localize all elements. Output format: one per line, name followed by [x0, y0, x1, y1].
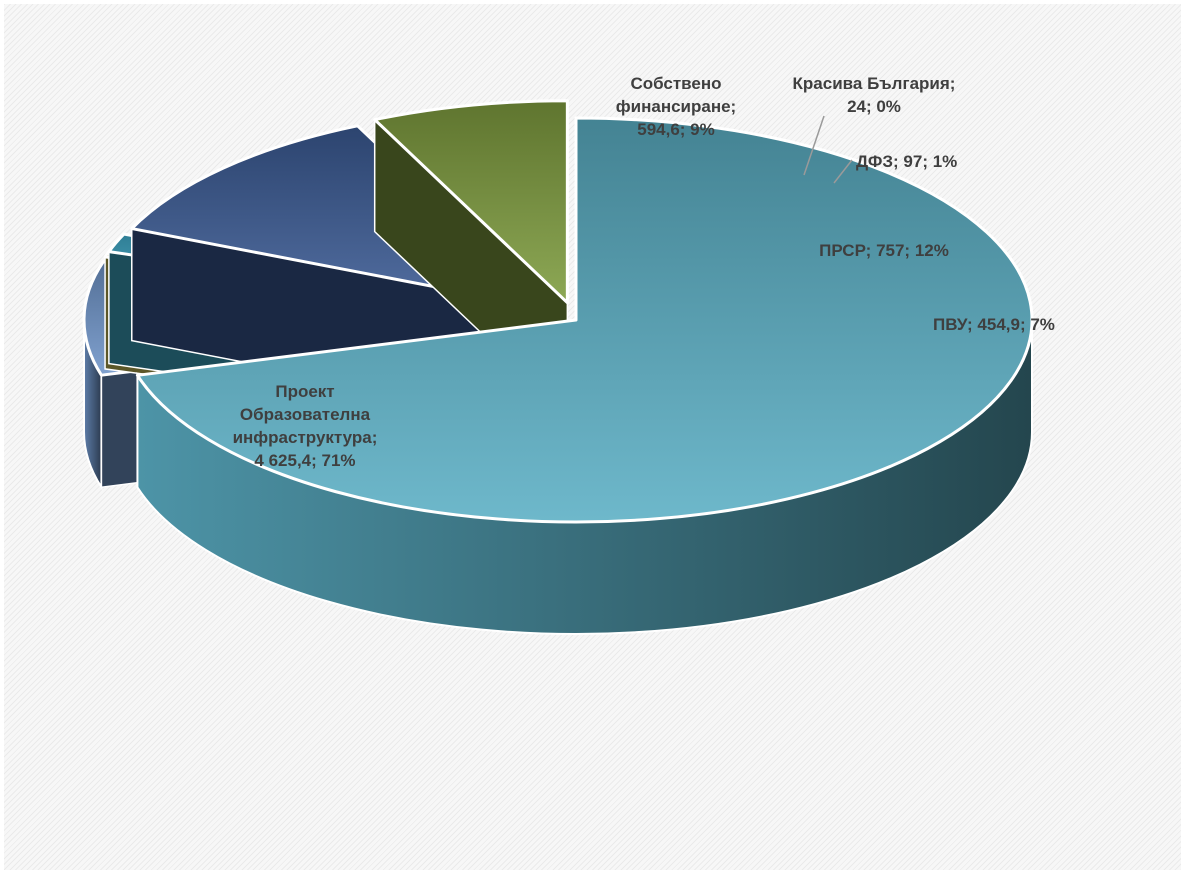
leader-line-2: [803, 115, 825, 176]
pie-slice-0: [135, 116, 1034, 635]
data-label-1: Собствено финансиране; 594,6; 9%: [616, 74, 736, 139]
pie-chart: Проект Образователна инфраструктура; 4 625,…: [82, 74, 1055, 635]
data-label-4: ПРСР; 757; 12%: [819, 241, 949, 260]
data-label-0: Проект Образователна инфраструктура; 4 625,…: [233, 382, 378, 470]
pie-slice-top-5: [373, 99, 569, 305]
leader-line-3: [833, 159, 853, 184]
pie-slice-top-0: [135, 116, 1034, 524]
data-label-3: ДФЗ; 97; 1%: [856, 152, 957, 171]
data-label-2: Красива България; 24; 0%: [793, 74, 956, 116]
chart-area: Проект Образователна инфраструктура; 4 625,…: [4, 4, 1181, 870]
data-label-5: ПВУ; 454,9; 7%: [933, 315, 1055, 334]
